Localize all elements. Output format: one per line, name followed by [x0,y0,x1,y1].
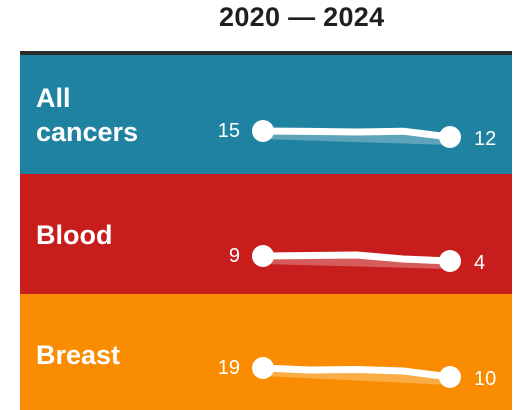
chart-header: 2020 — 2024 [0,0,532,52]
trend-line [259,251,454,265]
sparkline-all-cancers: 15 12 [218,120,496,150]
row-breast: Breast 19 10 [20,294,512,410]
row-all-cancers: All cancers 15 12 [20,55,512,174]
row-label: Blood [36,218,112,252]
row-label: Breast [36,338,120,372]
header-rule [20,51,512,55]
end-point [439,126,461,148]
end-point [439,250,461,272]
start-value-label: 19 [218,357,240,379]
row-label-line: Blood [36,220,113,250]
row-label-line: Breast [36,340,121,370]
start-point [252,245,274,267]
start-point [252,357,274,379]
end-value-label: 12 [474,128,496,150]
row-label-line: cancers [36,117,139,147]
chart-title: 2020 — 2024 [219,2,385,32]
end-value-label: 10 [474,368,496,390]
end-point [439,366,461,388]
start-value-label: 9 [229,245,240,267]
row-label: All cancers [36,81,138,149]
trend-line [259,127,454,141]
end-value-label: 4 [474,252,485,274]
row-label-line: All [36,83,71,113]
start-value-label: 15 [218,120,240,142]
trend-line [259,364,454,381]
sparkline-breast: 19 10 [218,357,496,390]
start-point [252,120,274,142]
